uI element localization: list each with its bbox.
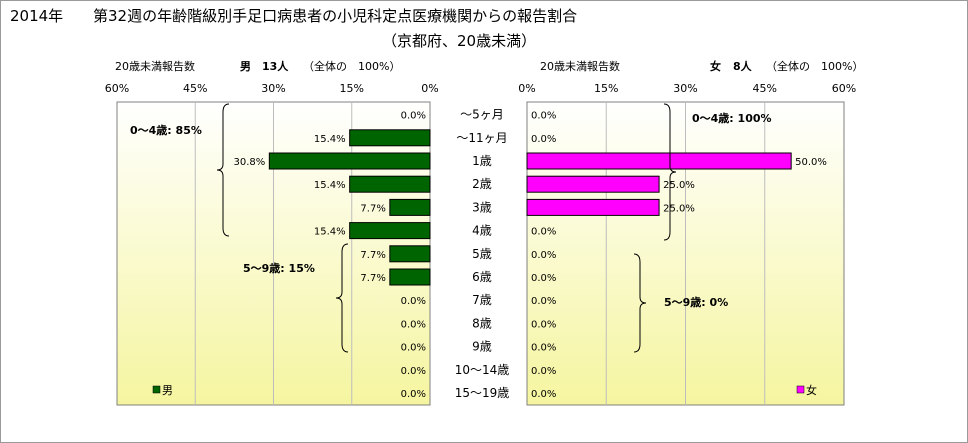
male-bar-4 (389, 198, 431, 216)
male-bar-6 (389, 245, 431, 263)
female-annotation-0-4: 0～4歳: 100% (692, 111, 772, 125)
female-header-label: 20歳未満報告数 (540, 60, 620, 73)
female-legend-swatch (796, 385, 805, 394)
category-label-3: 2歳 (472, 177, 492, 191)
category-label-5: 4歳 (472, 224, 492, 238)
female-tick-label: 15% (594, 82, 618, 95)
category-label-2: 1歳 (472, 154, 492, 168)
female-tick-label: 45% (753, 82, 777, 95)
category-label-9: 8歳 (472, 316, 492, 330)
female-tick-label: 60% (832, 82, 856, 95)
male-header-total: （全体の 100%） (303, 60, 401, 73)
female-brace-0-4 (663, 103, 677, 241)
male-value-label-1: 15.4% (314, 134, 346, 145)
male-value-label-4: 7.7% (360, 203, 385, 214)
male-value-label-8: 0.0% (401, 296, 426, 307)
male-brace-0-4 (216, 103, 230, 237)
male-legend-swatch (152, 385, 161, 394)
chart-title: 第32週の年齢階級別手足口病患者の小児科定点医療機関からの報告割合 (93, 7, 578, 25)
female-value-label-10: 0.0% (531, 343, 556, 354)
female-value-label-5: 0.0% (531, 227, 556, 238)
male-value-label-0: 0.0% (401, 111, 426, 122)
female-value-label-12: 0.0% (531, 389, 556, 400)
male-value-label-10: 0.0% (401, 343, 426, 354)
female-value-label-11: 0.0% (531, 366, 556, 377)
male-tick-label: 15% (340, 82, 364, 95)
category-label-0: ～5ヶ月 (460, 108, 504, 122)
male-header-count: 13人 (262, 60, 289, 73)
female-value-label-0: 0.0% (531, 111, 556, 122)
female-value-label-1: 0.0% (531, 134, 556, 145)
male-value-label-6: 7.7% (360, 250, 385, 261)
male-tick-label: 30% (261, 82, 285, 95)
male-header-sex: 男 (240, 60, 251, 73)
female-bar-3 (526, 175, 660, 193)
female-header-count: 8人 (733, 60, 752, 73)
female-value-label-3: 25.0% (663, 180, 695, 191)
male-value-label-7: 7.7% (360, 273, 385, 284)
category-label-12: 15～19歳 (455, 386, 510, 400)
category-label-6: 5歳 (472, 247, 492, 261)
category-label-4: 3歳 (472, 200, 492, 214)
chart-year: 2014年 (10, 7, 64, 25)
female-header-total: （全体の 100%） (766, 60, 864, 73)
male-value-label-2: 30.8% (234, 157, 266, 168)
female-value-label-8: 0.0% (531, 296, 556, 307)
male-bar-7 (389, 268, 431, 286)
male-bar-1 (349, 129, 431, 147)
female-tick-label: 0% (518, 82, 535, 95)
male-value-label-5: 15.4% (314, 227, 346, 238)
female-legend-label: 女 (806, 383, 817, 397)
female-bar-4 (526, 198, 660, 216)
category-label-1: ～11ヶ月 (456, 131, 507, 145)
male-brace-5-9 (335, 243, 349, 353)
male-value-label-3: 15.4% (314, 180, 346, 191)
category-label-8: 7歳 (472, 293, 492, 307)
chart-subtitle: （京都府、20歳未満） (382, 32, 537, 50)
male-value-label-9: 0.0% (401, 319, 426, 330)
female-value-label-9: 0.0% (531, 319, 556, 330)
male-value-label-11: 0.0% (401, 366, 426, 377)
male-bar-3 (349, 175, 431, 193)
female-brace-5-9 (633, 253, 647, 353)
female-tick-label: 30% (673, 82, 697, 95)
female-value-label-4: 25.0% (663, 203, 695, 214)
male-header-label: 20歳未満報告数 (115, 60, 195, 73)
male-tick-label: 0% (421, 82, 438, 95)
female-bar-2 (526, 152, 792, 170)
category-label-7: 6歳 (472, 270, 492, 284)
category-label-10: 9歳 (472, 340, 492, 354)
male-bar-5 (349, 222, 431, 240)
female-value-label-6: 0.0% (531, 250, 556, 261)
male-annotation-0-4: 0～4歳: 85% (130, 123, 202, 137)
male-tick-label: 45% (183, 82, 207, 95)
male-value-label-12: 0.0% (401, 389, 426, 400)
female-value-label-2: 50.0% (795, 157, 827, 168)
female-value-label-7: 0.0% (531, 273, 556, 284)
male-tick-label: 60% (105, 82, 129, 95)
category-label-11: 10～14歳 (455, 363, 510, 377)
male-bar-2 (268, 152, 431, 170)
female-header-sex: 女 (710, 60, 721, 73)
male-annotation-5-9: 5～9歳: 15% (243, 261, 315, 275)
male-legend-label: 男 (162, 384, 173, 397)
female-annotation-5-9: 5～9歳: 0% (664, 295, 728, 309)
